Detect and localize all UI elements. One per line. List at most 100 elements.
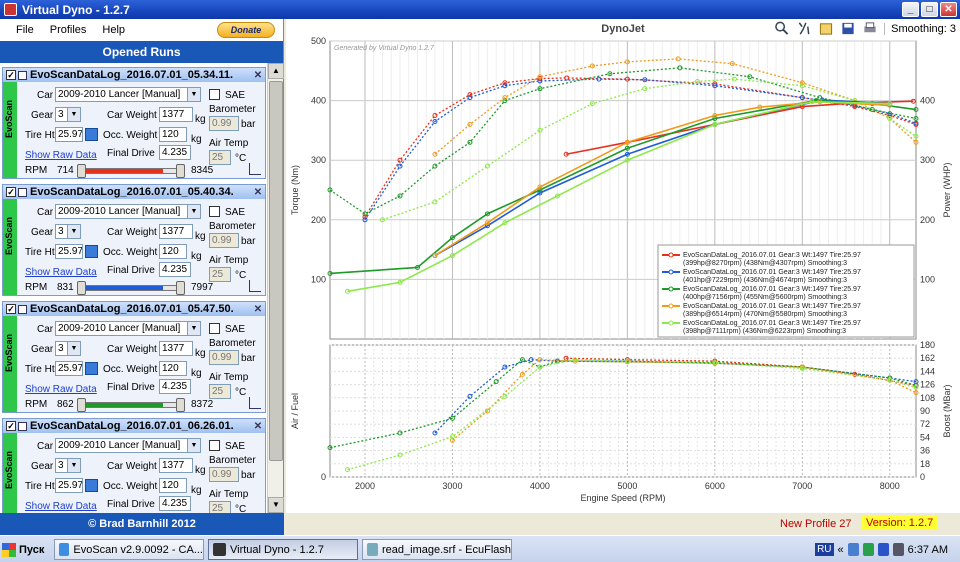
run-close-icon[interactable]: ✕	[253, 186, 263, 198]
graph-icon[interactable]	[249, 280, 261, 292]
occ-weight-input[interactable]: 120	[159, 361, 187, 376]
run-close-icon[interactable]: ✕	[253, 420, 263, 432]
sae-checkbox[interactable]	[209, 206, 220, 217]
runs-scrollbar[interactable]: ▲ ▼	[267, 63, 284, 513]
final-drive-input[interactable]: 4.235	[159, 262, 191, 277]
tire-ht-input[interactable]: 25.97	[55, 478, 83, 493]
show-raw-data-link[interactable]: Show Raw Data	[25, 150, 97, 161]
gear-select[interactable]: 3 ▼	[55, 458, 81, 473]
start-button[interactable]: Пуск	[2, 539, 48, 560]
tire-ht-input[interactable]: 25.97	[55, 244, 83, 259]
barometer-input[interactable]: 0.99	[209, 233, 239, 248]
settings-icon[interactable]	[796, 21, 812, 36]
language-indicator[interactable]: RU	[815, 543, 834, 556]
open-icon[interactable]	[818, 21, 834, 36]
rpm-min-knob[interactable]	[77, 281, 86, 295]
tray-expand-icon[interactable]: «	[837, 543, 844, 556]
zoom-icon[interactable]	[774, 21, 790, 36]
air-temp-input[interactable]: 25	[209, 501, 231, 513]
final-drive-input[interactable]: 4.235	[159, 496, 191, 511]
rpm-max-knob[interactable]	[176, 164, 185, 178]
task-ecuflash[interactable]: read_image.srf - EcuFlash	[362, 539, 512, 560]
graph-icon[interactable]	[249, 163, 261, 175]
barometer-input[interactable]: 0.99	[209, 467, 239, 482]
sae-checkbox[interactable]	[209, 323, 220, 334]
calculator-icon[interactable]	[85, 362, 98, 375]
smoothing-dropdown[interactable]: Smoothing: 3	[884, 22, 956, 35]
car-select[interactable]: 2009-2010 Lancer [Manual] ▼	[55, 87, 201, 102]
barometer-input[interactable]: 0.99	[209, 116, 239, 131]
calculator-icon[interactable]	[85, 128, 98, 141]
rpm-max-knob[interactable]	[176, 281, 185, 295]
show-raw-data-link[interactable]: Show Raw Data	[25, 501, 97, 512]
tire-ht-input[interactable]: 25.97	[55, 127, 83, 142]
calculator-icon[interactable]	[85, 479, 98, 492]
show-raw-data-link[interactable]: Show Raw Data	[25, 384, 97, 395]
car-select[interactable]: 2009-2010 Lancer [Manual] ▼	[55, 438, 201, 453]
air-temp-input[interactable]: 25	[209, 267, 231, 282]
rpm-min-knob[interactable]	[77, 164, 86, 178]
car-select[interactable]: 2009-2010 Lancer [Manual] ▼	[55, 204, 201, 219]
chevron-down-icon[interactable]: ▼	[187, 322, 200, 335]
calculator-icon[interactable]	[85, 245, 98, 258]
run-visible-checkbox[interactable]: ✓	[6, 187, 16, 197]
chevron-down-icon[interactable]: ▼	[67, 225, 80, 238]
final-drive-input[interactable]: 4.235	[159, 145, 191, 160]
menu-file[interactable]: File	[16, 24, 34, 36]
run-close-icon[interactable]: ✕	[253, 69, 263, 81]
version-dropdown[interactable]: Version: 1.2.7	[862, 516, 938, 530]
show-raw-data-link[interactable]: Show Raw Data	[25, 267, 97, 278]
close-button[interactable]: ✕	[940, 2, 957, 17]
tray-monitor-icon[interactable]	[892, 543, 904, 556]
occ-weight-input[interactable]: 120	[159, 127, 187, 142]
barometer-input[interactable]: 0.99	[209, 350, 239, 365]
run-collapse-icon[interactable]	[18, 187, 27, 197]
car-weight-input[interactable]: 1377	[159, 458, 193, 473]
chevron-down-icon[interactable]: ▼	[187, 88, 200, 101]
sae-checkbox[interactable]	[209, 440, 220, 451]
chevron-down-icon[interactable]: ▼	[187, 205, 200, 218]
run-collapse-icon[interactable]	[18, 421, 27, 431]
air-temp-input[interactable]: 25	[209, 384, 231, 399]
final-drive-input[interactable]: 4.235	[159, 379, 191, 394]
graph-icon[interactable]	[249, 397, 261, 409]
car-weight-input[interactable]: 1377	[159, 107, 193, 122]
minimize-button[interactable]: _	[902, 2, 919, 17]
rpm-min-knob[interactable]	[77, 398, 86, 412]
scroll-down-icon[interactable]: ▼	[268, 497, 284, 513]
run-visible-checkbox[interactable]: ✓	[6, 421, 16, 431]
menu-profiles[interactable]: Profiles	[49, 24, 87, 36]
profile-label[interactable]: New Profile 27	[780, 518, 852, 530]
clock[interactable]: 6:37 AM	[907, 543, 948, 556]
task-evoscan[interactable]: EvoScan v2.9.0092 - CA...	[54, 539, 204, 560]
air-temp-input[interactable]: 25	[209, 150, 231, 165]
sae-checkbox[interactable]	[209, 89, 220, 100]
task-virtual-dyno[interactable]: Virtual Dyno - 1.2.7	[208, 539, 358, 560]
run-visible-checkbox[interactable]: ✓	[6, 304, 16, 314]
save-icon[interactable]	[840, 21, 856, 36]
chevron-down-icon[interactable]: ▼	[187, 439, 200, 452]
scroll-thumb[interactable]	[269, 81, 283, 461]
maximize-button[interactable]: □	[921, 2, 938, 17]
occ-weight-input[interactable]: 120	[159, 478, 187, 493]
tray-bluetooth-icon[interactable]	[877, 543, 889, 556]
gear-select[interactable]: 3 ▼	[55, 107, 81, 122]
car-weight-input[interactable]: 1377	[159, 224, 193, 239]
rpm-max-knob[interactable]	[176, 398, 185, 412]
run-collapse-icon[interactable]	[18, 304, 27, 314]
run-visible-checkbox[interactable]: ✓	[6, 70, 16, 80]
occ-weight-input[interactable]: 120	[159, 244, 187, 259]
gear-select[interactable]: 3 ▼	[55, 224, 81, 239]
rpm-slider[interactable]	[77, 281, 185, 295]
chevron-down-icon[interactable]: ▼	[67, 108, 80, 121]
run-collapse-icon[interactable]	[18, 70, 27, 80]
tray-network-icon[interactable]	[862, 543, 874, 556]
print-icon[interactable]	[862, 21, 878, 36]
rpm-slider[interactable]	[77, 398, 185, 412]
menu-help[interactable]: Help	[102, 24, 126, 36]
rpm-slider[interactable]	[77, 164, 185, 178]
scroll-up-icon[interactable]: ▲	[268, 63, 284, 79]
car-weight-input[interactable]: 1377	[159, 341, 193, 356]
chevron-down-icon[interactable]: ▼	[67, 459, 80, 472]
tray-app-icon[interactable]	[847, 543, 859, 556]
